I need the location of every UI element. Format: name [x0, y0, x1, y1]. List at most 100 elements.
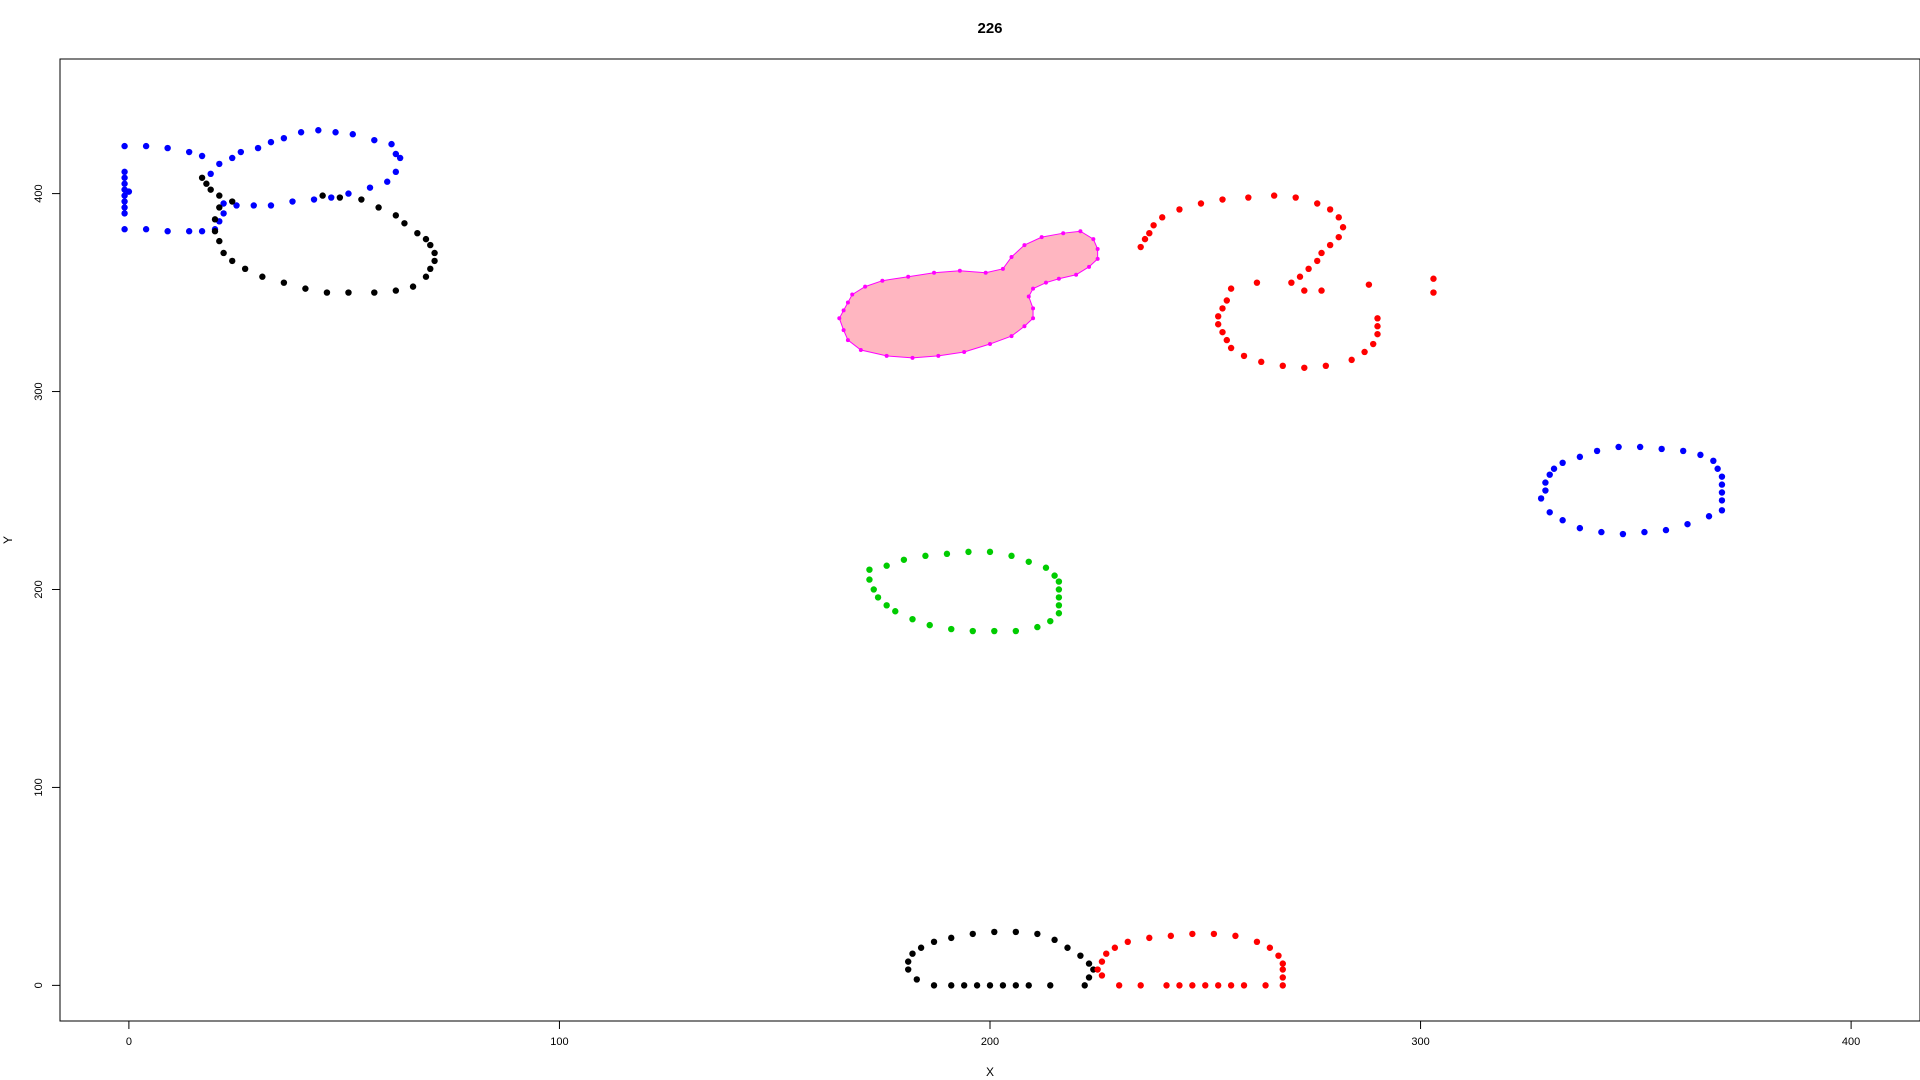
boundary-point [1095, 247, 1100, 252]
data-point [216, 237, 223, 245]
boundary-point [1000, 266, 1005, 271]
data-point [302, 285, 309, 292]
data-point [1662, 526, 1670, 534]
boundary-point [1026, 294, 1031, 299]
data-point [1012, 928, 1020, 936]
data-point [1167, 932, 1175, 940]
data-point [121, 204, 128, 211]
data-point [1214, 313, 1222, 320]
data-point [909, 615, 916, 623]
data-point [1042, 564, 1050, 571]
data-point [1219, 328, 1226, 336]
data-point [1055, 602, 1063, 609]
data-point [164, 228, 171, 235]
y-tick-label: 200 [33, 580, 45, 598]
data-point [1576, 524, 1584, 532]
data-point [1115, 982, 1123, 989]
boundary-point [1031, 316, 1036, 321]
data-point [1705, 513, 1713, 520]
data-point [216, 204, 223, 211]
data-point [216, 160, 223, 168]
data-point [1081, 982, 1088, 989]
data-point [121, 180, 128, 187]
data-point [392, 150, 400, 158]
boundary-point [988, 342, 992, 347]
data-point [207, 186, 214, 193]
boundary-point [845, 300, 850, 305]
data-point [427, 241, 434, 249]
data-point [142, 226, 150, 233]
series-7 [837, 229, 1100, 360]
y-axis: 0 100 200 300 400 [33, 184, 60, 988]
data-point [431, 257, 438, 265]
chart-title: 226 [977, 20, 1002, 37]
data-point [870, 586, 877, 593]
data-point [883, 602, 890, 609]
data-point [1374, 315, 1381, 322]
boundary-point [1087, 264, 1092, 269]
data-point [164, 144, 171, 152]
data-point [1202, 982, 1209, 989]
data-point [1098, 972, 1106, 979]
data-point [1550, 465, 1558, 472]
data-point [991, 627, 998, 635]
data-point [866, 566, 873, 573]
data-point [1163, 982, 1170, 989]
boundary-point [957, 268, 962, 273]
data-point [1537, 495, 1545, 502]
data-point [883, 562, 890, 569]
data-point [422, 273, 430, 280]
data-point [943, 550, 951, 558]
boundary-point [880, 278, 885, 283]
data-point [388, 140, 395, 148]
data-point [1279, 960, 1286, 967]
boundary-point [932, 270, 937, 275]
data-point [289, 198, 296, 205]
data-point [1012, 627, 1020, 635]
data-point [1279, 982, 1286, 989]
y-tick-label: 300 [33, 382, 45, 400]
data-point [1012, 982, 1020, 989]
data-point [1227, 285, 1235, 292]
data-point [1085, 960, 1093, 967]
data-point [1008, 552, 1015, 560]
data-point [121, 174, 128, 181]
data-point [1219, 305, 1226, 312]
data-point [121, 198, 128, 205]
data-point [233, 202, 240, 209]
data-point [1025, 982, 1032, 989]
data-point [267, 138, 275, 146]
data-point [203, 180, 210, 187]
data-point [358, 196, 365, 203]
data-point [926, 621, 933, 629]
data-point [1288, 279, 1295, 286]
x-tick-label: 400 [1842, 1036, 1860, 1048]
data-point [973, 982, 981, 989]
boundary-point [1022, 324, 1027, 329]
data-point [1197, 200, 1205, 207]
boundary-point [884, 353, 889, 358]
data-point [207, 170, 214, 178]
data-point [1223, 297, 1231, 304]
data-point [336, 194, 344, 201]
data-point [999, 982, 1007, 989]
data-point [392, 168, 400, 176]
data-point [323, 289, 331, 296]
data-point [315, 127, 322, 134]
data-point [319, 192, 326, 199]
data-point [185, 228, 193, 235]
data-point [250, 202, 257, 209]
series-layer [121, 127, 1726, 989]
data-point [198, 152, 206, 160]
data-point [1189, 982, 1196, 989]
boundary-point [1022, 243, 1027, 248]
boundary-point [841, 328, 846, 333]
boundary-point [1061, 231, 1066, 236]
boundary-point [962, 349, 967, 354]
data-point [371, 136, 378, 144]
data-point [328, 194, 335, 201]
data-point [1339, 224, 1347, 231]
data-point [965, 548, 972, 556]
y-tick-label: 400 [33, 184, 45, 202]
